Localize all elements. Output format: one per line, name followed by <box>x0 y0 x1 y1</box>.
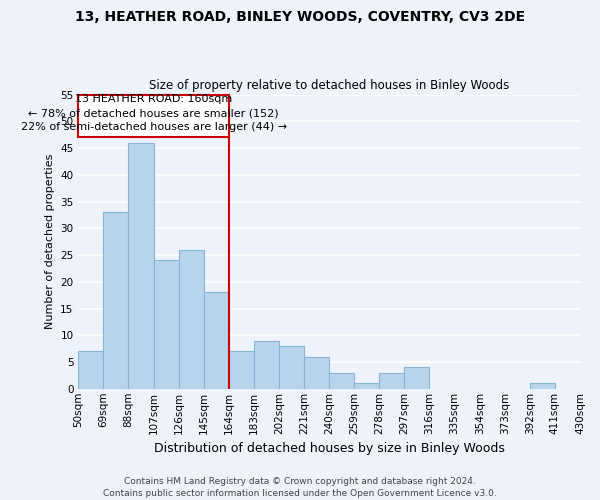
Text: Contains HM Land Registry data © Crown copyright and database right 2024.
Contai: Contains HM Land Registry data © Crown c… <box>103 476 497 498</box>
Bar <box>103 212 128 389</box>
FancyBboxPatch shape <box>79 94 229 138</box>
Bar <box>354 384 379 389</box>
Bar <box>254 340 279 389</box>
Bar <box>204 292 229 389</box>
Bar <box>179 250 204 389</box>
Bar <box>279 346 304 389</box>
Bar <box>329 372 354 389</box>
Text: 13, HEATHER ROAD, BINLEY WOODS, COVENTRY, CV3 2DE: 13, HEATHER ROAD, BINLEY WOODS, COVENTRY… <box>75 10 525 24</box>
Text: 13 HEATHER ROAD: 160sqm
← 78% of detached houses are smaller (152)
22% of semi-d: 13 HEATHER ROAD: 160sqm ← 78% of detache… <box>20 94 287 132</box>
Bar <box>79 352 103 389</box>
Bar <box>154 260 179 389</box>
Bar <box>229 352 254 389</box>
Y-axis label: Number of detached properties: Number of detached properties <box>44 154 55 330</box>
Bar <box>530 384 555 389</box>
Bar <box>404 368 430 389</box>
Bar <box>128 142 154 389</box>
Title: Size of property relative to detached houses in Binley Woods: Size of property relative to detached ho… <box>149 79 509 92</box>
Bar <box>304 356 329 389</box>
X-axis label: Distribution of detached houses by size in Binley Woods: Distribution of detached houses by size … <box>154 442 505 455</box>
Bar <box>379 372 404 389</box>
